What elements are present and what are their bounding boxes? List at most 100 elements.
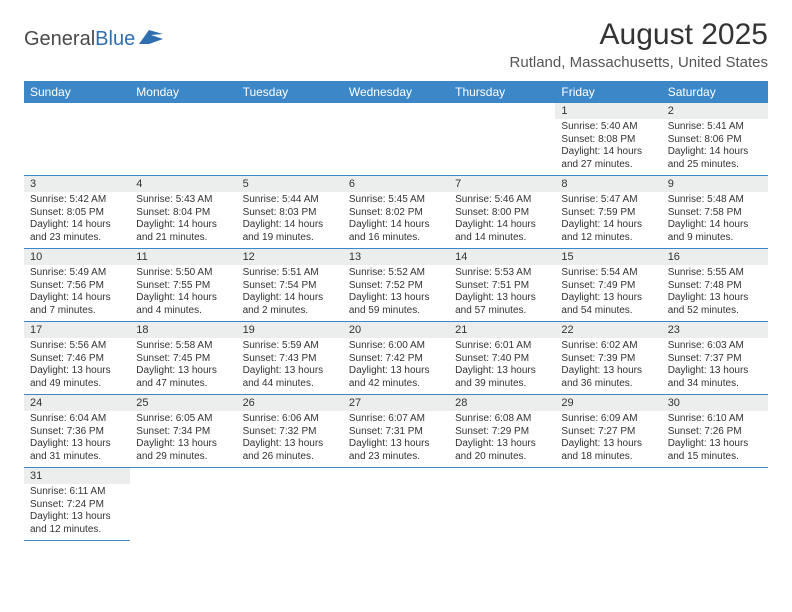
day-number: 4: [130, 176, 236, 192]
calendar-cell: 22Sunrise: 6:02 AMSunset: 7:39 PMDayligh…: [555, 322, 661, 395]
day-number: 28: [449, 395, 555, 411]
logo-word1: General: [24, 28, 95, 50]
day-body: Sunrise: 6:06 AMSunset: 7:32 PMDaylight:…: [237, 411, 343, 467]
day-number: 10: [24, 249, 130, 265]
daylight-line: Daylight: 14 hours and 9 minutes.: [668, 219, 762, 244]
day-number: 11: [130, 249, 236, 265]
daylight-line: Daylight: 13 hours and 15 minutes.: [668, 438, 762, 463]
sunrise-line: Sunrise: 5:54 AM: [561, 267, 655, 280]
calendar-cell: 9Sunrise: 5:48 AMSunset: 7:58 PMDaylight…: [662, 176, 768, 249]
daylight-line: Daylight: 13 hours and 42 minutes.: [349, 365, 443, 390]
daylight-line: Daylight: 13 hours and 29 minutes.: [136, 438, 230, 463]
calendar-cell: 13Sunrise: 5:52 AMSunset: 7:52 PMDayligh…: [343, 249, 449, 322]
day-number: 23: [662, 322, 768, 338]
calendar-cell: [343, 103, 449, 176]
sunset-line: Sunset: 7:37 PM: [668, 353, 762, 366]
sunset-line: Sunset: 7:43 PM: [243, 353, 337, 366]
calendar-cell: 18Sunrise: 5:58 AMSunset: 7:45 PMDayligh…: [130, 322, 236, 395]
day-body: Sunrise: 5:48 AMSunset: 7:58 PMDaylight:…: [662, 192, 768, 248]
calendar-cell: [555, 468, 661, 541]
day-number: 15: [555, 249, 661, 265]
sunset-line: Sunset: 7:29 PM: [455, 426, 549, 439]
sunrise-line: Sunrise: 5:49 AM: [30, 267, 124, 280]
calendar-cell: 26Sunrise: 6:06 AMSunset: 7:32 PMDayligh…: [237, 395, 343, 468]
sunset-line: Sunset: 7:54 PM: [243, 280, 337, 293]
day-body: Sunrise: 5:56 AMSunset: 7:46 PMDaylight:…: [24, 338, 130, 394]
sunset-line: Sunset: 7:27 PM: [561, 426, 655, 439]
daylight-line: Daylight: 13 hours and 59 minutes.: [349, 292, 443, 317]
col-header: Friday: [555, 81, 661, 103]
sunrise-line: Sunrise: 6:09 AM: [561, 413, 655, 426]
calendar-cell: 1Sunrise: 5:40 AMSunset: 8:08 PMDaylight…: [555, 103, 661, 176]
sunset-line: Sunset: 8:02 PM: [349, 207, 443, 220]
sunrise-line: Sunrise: 5:56 AM: [30, 340, 124, 353]
day-body: Sunrise: 6:08 AMSunset: 7:29 PMDaylight:…: [449, 411, 555, 467]
day-body: Sunrise: 5:59 AMSunset: 7:43 PMDaylight:…: [237, 338, 343, 394]
daylight-line: Daylight: 13 hours and 31 minutes.: [30, 438, 124, 463]
calendar-cell: 10Sunrise: 5:49 AMSunset: 7:56 PMDayligh…: [24, 249, 130, 322]
calendar-cell: 8Sunrise: 5:47 AMSunset: 7:59 PMDaylight…: [555, 176, 661, 249]
col-header: Thursday: [449, 81, 555, 103]
col-header: Tuesday: [237, 81, 343, 103]
calendar-cell: 4Sunrise: 5:43 AMSunset: 8:04 PMDaylight…: [130, 176, 236, 249]
daylight-line: Daylight: 13 hours and 39 minutes.: [455, 365, 549, 390]
day-number: 1: [555, 103, 661, 119]
location-text: Rutland, Massachusetts, United States: [510, 54, 768, 71]
day-body: Sunrise: 5:41 AMSunset: 8:06 PMDaylight:…: [662, 119, 768, 175]
daylight-line: Daylight: 13 hours and 49 minutes.: [30, 365, 124, 390]
sunset-line: Sunset: 7:55 PM: [136, 280, 230, 293]
day-number: 25: [130, 395, 236, 411]
calendar-cell: 29Sunrise: 6:09 AMSunset: 7:27 PMDayligh…: [555, 395, 661, 468]
title-block: August 2025 Rutland, Massachusetts, Unit…: [510, 18, 768, 71]
sunset-line: Sunset: 7:24 PM: [30, 499, 124, 512]
calendar-cell: 15Sunrise: 5:54 AMSunset: 7:49 PMDayligh…: [555, 249, 661, 322]
daylight-line: Daylight: 13 hours and 36 minutes.: [561, 365, 655, 390]
day-body: Sunrise: 5:50 AMSunset: 7:55 PMDaylight:…: [130, 265, 236, 321]
sunrise-line: Sunrise: 6:08 AM: [455, 413, 549, 426]
day-body: Sunrise: 5:44 AMSunset: 8:03 PMDaylight:…: [237, 192, 343, 248]
sunrise-line: Sunrise: 5:48 AM: [668, 194, 762, 207]
sunset-line: Sunset: 8:03 PM: [243, 207, 337, 220]
day-number: 14: [449, 249, 555, 265]
sunrise-line: Sunrise: 5:59 AM: [243, 340, 337, 353]
sunset-line: Sunset: 7:52 PM: [349, 280, 443, 293]
daylight-line: Daylight: 14 hours and 25 minutes.: [668, 146, 762, 171]
sunset-line: Sunset: 8:05 PM: [30, 207, 124, 220]
day-number: 9: [662, 176, 768, 192]
sunrise-line: Sunrise: 6:07 AM: [349, 413, 443, 426]
calendar-cell: [237, 103, 343, 176]
sunset-line: Sunset: 7:45 PM: [136, 353, 230, 366]
sunset-line: Sunset: 7:31 PM: [349, 426, 443, 439]
sunrise-line: Sunrise: 5:46 AM: [455, 194, 549, 207]
day-body: Sunrise: 6:01 AMSunset: 7:40 PMDaylight:…: [449, 338, 555, 394]
daylight-line: Daylight: 14 hours and 27 minutes.: [561, 146, 655, 171]
sunset-line: Sunset: 7:42 PM: [349, 353, 443, 366]
day-number: 20: [343, 322, 449, 338]
daylight-line: Daylight: 14 hours and 14 minutes.: [455, 219, 549, 244]
sunrise-line: Sunrise: 6:10 AM: [668, 413, 762, 426]
sunrise-line: Sunrise: 6:01 AM: [455, 340, 549, 353]
logo: GeneralBlue: [24, 28, 165, 51]
day-number: 26: [237, 395, 343, 411]
calendar-cell: 21Sunrise: 6:01 AMSunset: 7:40 PMDayligh…: [449, 322, 555, 395]
day-body: Sunrise: 5:52 AMSunset: 7:52 PMDaylight:…: [343, 265, 449, 321]
day-body: Sunrise: 6:09 AMSunset: 7:27 PMDaylight:…: [555, 411, 661, 467]
sunset-line: Sunset: 7:56 PM: [30, 280, 124, 293]
sunrise-line: Sunrise: 6:00 AM: [349, 340, 443, 353]
calendar-cell: 30Sunrise: 6:10 AMSunset: 7:26 PMDayligh…: [662, 395, 768, 468]
calendar-cell: 2Sunrise: 5:41 AMSunset: 8:06 PMDaylight…: [662, 103, 768, 176]
sunrise-line: Sunrise: 6:11 AM: [30, 486, 124, 499]
sunrise-line: Sunrise: 5:51 AM: [243, 267, 337, 280]
day-body: Sunrise: 5:47 AMSunset: 7:59 PMDaylight:…: [555, 192, 661, 248]
calendar-cell: [449, 103, 555, 176]
daylight-line: Daylight: 13 hours and 57 minutes.: [455, 292, 549, 317]
day-number: 16: [662, 249, 768, 265]
calendar-cell: 28Sunrise: 6:08 AMSunset: 7:29 PMDayligh…: [449, 395, 555, 468]
day-body: Sunrise: 6:10 AMSunset: 7:26 PMDaylight:…: [662, 411, 768, 467]
col-header: Wednesday: [343, 81, 449, 103]
sunset-line: Sunset: 7:59 PM: [561, 207, 655, 220]
calendar-cell: [24, 103, 130, 176]
sunrise-line: Sunrise: 5:42 AM: [30, 194, 124, 207]
day-number: 7: [449, 176, 555, 192]
day-number: 5: [237, 176, 343, 192]
